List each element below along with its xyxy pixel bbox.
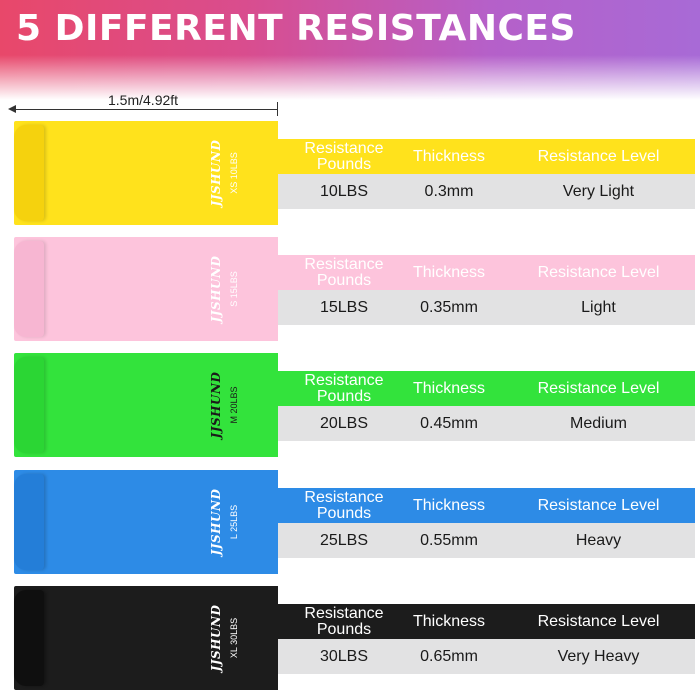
band-print: JJSHUND XL 30LBS: [200, 586, 246, 690]
band-print: JJSHUND XS 10LBS: [200, 121, 246, 225]
band-strip-yellow: [14, 121, 278, 225]
length-dimension: 1.5m/4.92ft: [8, 90, 278, 116]
value-thickness: 0.65mm: [420, 647, 478, 665]
band-print: JJSHUND L 25LBS: [200, 470, 246, 574]
brand-logo: JJSHUND: [209, 371, 223, 439]
band-strip-black: [14, 586, 278, 690]
size-code: XS 10LBS: [229, 152, 239, 194]
title-banner: 5 DIFFERENT RESISTANCES: [0, 0, 700, 100]
band-roll-yellow: [14, 125, 44, 221]
header-thickness: Thickness: [412, 612, 486, 630]
band-strip-green: [14, 353, 278, 457]
band-row-pink: JJSHUND S 15LBS Resistance Pounds Thickn…: [0, 237, 700, 341]
header-thickness: Thickness: [412, 263, 486, 281]
header-pounds: Resistance Pounds: [304, 604, 384, 638]
value-pounds: 10LBS: [319, 182, 369, 200]
band-strip-blue: [14, 470, 278, 574]
value-pounds: 15LBS: [319, 298, 369, 316]
value-strip: 10LBS 0.3mm Very Light: [278, 174, 695, 209]
header-pounds: Resistance Pounds: [304, 371, 384, 405]
value-strip: 30LBS 0.65mm Very Heavy: [278, 639, 695, 674]
header-pounds: Resistance Pounds: [304, 139, 384, 173]
brand-logo: JJSHUND: [209, 604, 223, 672]
value-pounds: 30LBS: [319, 647, 369, 665]
header-pounds: Resistance Pounds: [304, 255, 384, 289]
value-level: Very Light: [562, 182, 635, 200]
value-thickness: 0.55mm: [420, 531, 478, 549]
header-level: Resistance Level: [537, 612, 660, 630]
dimension-tick: [277, 102, 278, 116]
page-title: 5 DIFFERENT RESISTANCES: [16, 8, 576, 49]
band-row-blue: JJSHUND L 25LBS Resistance Pounds Thickn…: [0, 470, 700, 574]
band-roll-blue: [14, 474, 44, 570]
header-level: Resistance Level: [537, 496, 660, 514]
header-pounds: Resistance Pounds: [304, 488, 384, 522]
brand-logo: JJSHUND: [209, 488, 223, 556]
header-strip: Resistance Pounds Thickness Resistance L…: [278, 604, 695, 639]
size-code: L 25LBS: [229, 504, 239, 540]
band-roll-black: [14, 590, 44, 686]
value-level: Medium: [570, 414, 627, 432]
value-thickness: 0.3mm: [424, 182, 474, 200]
band-strip-pink: [14, 237, 278, 341]
size-code: XL 30LBS: [229, 617, 239, 659]
value-pounds: 20LBS: [319, 414, 369, 432]
header-level: Resistance Level: [537, 379, 660, 397]
brand-logo: JJSHUND: [209, 255, 223, 323]
header-strip: Resistance Pounds Thickness Resistance L…: [278, 371, 695, 406]
value-level: Heavy: [575, 531, 622, 549]
band-roll-green: [14, 357, 44, 453]
size-code: S 15LBS: [229, 271, 239, 307]
value-strip: 25LBS 0.55mm Heavy: [278, 523, 695, 558]
value-pounds: 25LBS: [319, 531, 369, 549]
header-level: Resistance Level: [537, 147, 660, 165]
header-strip: Resistance Pounds Thickness Resistance L…: [278, 139, 695, 174]
value-level: Very Heavy: [557, 647, 640, 665]
header-strip: Resistance Pounds Thickness Resistance L…: [278, 255, 695, 290]
value-strip: 20LBS 0.45mm Medium: [278, 406, 695, 441]
header-thickness: Thickness: [412, 147, 486, 165]
band-row-black: JJSHUND XL 30LBS Resistance Pounds Thick…: [0, 586, 700, 690]
value-thickness: 0.35mm: [420, 298, 478, 316]
size-code: M 20LBS: [229, 386, 239, 424]
value-level: Light: [581, 298, 616, 316]
length-label: 1.5m/4.92ft: [108, 92, 179, 108]
band-roll-pink: [14, 241, 44, 337]
band-print: JJSHUND M 20LBS: [200, 353, 246, 457]
value-thickness: 0.45mm: [420, 414, 478, 432]
header-thickness: Thickness: [412, 496, 486, 514]
band-row-green: JJSHUND M 20LBS Resistance Pounds Thickn…: [0, 353, 700, 457]
header-level: Resistance Level: [537, 263, 660, 281]
band-print: JJSHUND S 15LBS: [200, 237, 246, 341]
band-row-yellow: JJSHUND XS 10LBS Resistance Pounds Thick…: [0, 121, 700, 225]
dimension-arrow-icon: [8, 105, 278, 113]
header-thickness: Thickness: [412, 379, 486, 397]
brand-logo: JJSHUND: [209, 139, 223, 207]
header-strip: Resistance Pounds Thickness Resistance L…: [278, 488, 695, 523]
value-strip: 15LBS 0.35mm Light: [278, 290, 695, 325]
